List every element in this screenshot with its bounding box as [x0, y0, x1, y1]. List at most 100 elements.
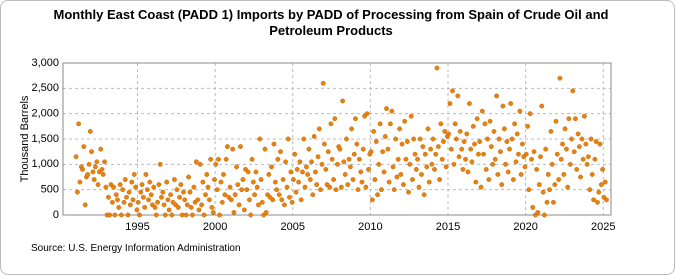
data-point: [323, 166, 329, 172]
data-point: [199, 202, 205, 208]
data-point: [381, 169, 387, 175]
data-point: [406, 189, 411, 195]
data-point: [245, 169, 251, 175]
data-point: [526, 187, 532, 193]
data-point: [157, 161, 163, 167]
data-point: [411, 136, 417, 142]
data-point: [184, 202, 190, 208]
data-point: [356, 156, 362, 162]
data-point: [301, 136, 307, 142]
data-point: [567, 161, 573, 167]
data-point: [213, 161, 219, 167]
data-point: [404, 139, 410, 144]
data-point: [490, 161, 496, 167]
data-point: [514, 131, 520, 137]
data-point: [576, 144, 582, 150]
data-point: [338, 184, 344, 190]
data-point: [469, 159, 475, 165]
data-point: [328, 121, 334, 127]
data-point: [604, 197, 609, 203]
data-point: [131, 172, 137, 177]
data-point: [424, 164, 430, 170]
data-point: [376, 161, 382, 167]
y-tick-label: 3,000: [31, 57, 59, 69]
data-point: [253, 169, 259, 175]
data-point: [172, 177, 177, 182]
data-point: [141, 194, 146, 200]
data-point: [513, 159, 519, 165]
data-point: [183, 212, 189, 218]
data-point: [290, 177, 296, 182]
data-point: [570, 88, 576, 94]
data-point: [235, 182, 241, 188]
data-point: [354, 141, 360, 147]
data-point: [309, 159, 314, 165]
data-point: [407, 161, 413, 167]
data-point: [486, 177, 492, 182]
data-point: [134, 207, 140, 213]
data-point: [421, 192, 427, 198]
data-point: [316, 126, 322, 132]
data-point: [525, 123, 531, 129]
data-point: [113, 192, 119, 198]
data-point: [464, 131, 470, 137]
data-point: [127, 202, 133, 208]
data-point: [181, 189, 186, 195]
data-point: [138, 189, 144, 195]
data-point: [195, 197, 201, 203]
x-tick-label: 2025: [591, 221, 615, 233]
data-point: [335, 161, 340, 167]
data-point: [569, 136, 574, 142]
data-point: [333, 187, 339, 193]
data-point: [310, 192, 316, 198]
data-point: [393, 136, 399, 142]
data-point: [523, 151, 529, 157]
data-point: [401, 182, 406, 188]
data-point: [460, 166, 466, 172]
data-point: [87, 128, 93, 134]
data-point: [413, 166, 419, 172]
data-point: [288, 169, 294, 175]
data-point: [398, 172, 404, 177]
data-point: [344, 136, 349, 142]
data-point: [345, 182, 351, 188]
data-point: [377, 121, 383, 127]
data-point: [231, 210, 237, 215]
data-point: [441, 139, 446, 144]
data-point: [230, 146, 236, 152]
data-point: [602, 179, 608, 185]
data-point: [485, 136, 490, 142]
data-point: [115, 197, 120, 203]
data-point: [249, 156, 255, 162]
data-point: [517, 108, 523, 114]
data-point: [161, 202, 167, 208]
data-point: [100, 172, 106, 177]
data-point: [391, 187, 397, 193]
data-point: [359, 179, 365, 185]
data-point: [296, 179, 302, 185]
data-point: [434, 65, 440, 71]
data-point: [266, 172, 272, 177]
data-point: [247, 197, 252, 203]
data-point: [190, 212, 195, 218]
data-point: [263, 210, 269, 215]
data-point: [350, 177, 356, 182]
data-point: [256, 202, 261, 208]
data-point: [160, 189, 166, 195]
data-point: [322, 141, 327, 147]
data-point: [93, 164, 98, 170]
data-point: [94, 159, 100, 165]
data-point: [240, 177, 246, 182]
data-point: [560, 141, 565, 147]
data-point: [420, 144, 426, 150]
data-point: [491, 128, 497, 134]
y-tick-label: 500: [41, 184, 59, 196]
data-point: [402, 118, 408, 124]
data-point: [269, 164, 274, 170]
data-point: [588, 136, 594, 142]
data-point: [329, 156, 335, 162]
data-point: [341, 159, 347, 165]
data-point: [152, 204, 158, 210]
data-point: [162, 212, 168, 218]
data-point: [236, 202, 242, 208]
